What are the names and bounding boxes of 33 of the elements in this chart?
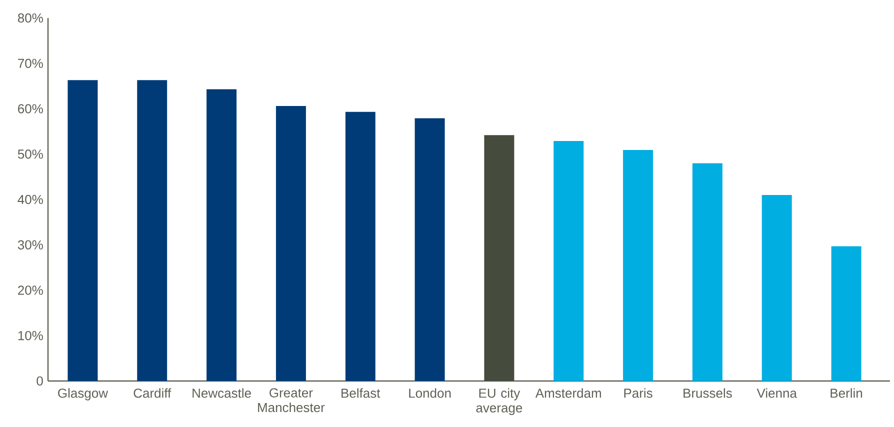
x-tick-label: Newcastle xyxy=(192,388,251,398)
x-tick-label: Glasgow xyxy=(58,388,108,400)
bar xyxy=(206,89,237,381)
x-tick-label: EU city average xyxy=(476,388,522,416)
x-tick-label: Greater Manchester xyxy=(258,388,325,412)
bar xyxy=(68,80,98,381)
bar xyxy=(414,118,445,381)
y-tick-label: 20% xyxy=(18,286,43,295)
y-tick-label: 50% xyxy=(18,150,43,159)
y-tick-label: 10% xyxy=(18,331,43,340)
bar xyxy=(484,135,514,381)
bar xyxy=(554,140,584,381)
y-tick-label: 80% xyxy=(18,13,43,23)
bar xyxy=(692,163,722,381)
bar xyxy=(762,194,792,381)
y-tick-label: 60% xyxy=(18,104,43,114)
bar xyxy=(276,106,306,381)
x-tick-label: Paris xyxy=(624,388,652,398)
y-tick-label: 40% xyxy=(18,194,43,204)
bar xyxy=(345,112,376,381)
x-tick-label: Belfast xyxy=(342,388,380,398)
x-tick-label: Brussels xyxy=(684,388,732,398)
bar xyxy=(831,246,862,381)
x-tick-label: London xyxy=(409,388,451,398)
x-tick-label: Cardiff xyxy=(134,388,172,398)
y-tick-label: 0 xyxy=(36,376,43,386)
bar xyxy=(623,150,654,381)
x-tick-label: Berlin xyxy=(830,388,862,398)
y-tick-label: 30% xyxy=(18,240,43,250)
x-tick-label: Amsterdam xyxy=(535,388,601,398)
bar xyxy=(137,80,168,381)
y-tick-label: 70% xyxy=(18,58,43,68)
x-tick-label: Vienna xyxy=(756,388,797,398)
